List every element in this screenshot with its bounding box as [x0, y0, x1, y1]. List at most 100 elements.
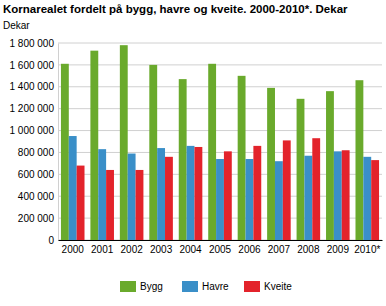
- x-tick-label: 2006: [238, 244, 261, 255]
- bar: [216, 159, 224, 240]
- y-tick: 800 000: [18, 147, 58, 158]
- legend-label: Havre: [202, 281, 229, 292]
- bar: [304, 156, 312, 240]
- bar: [275, 161, 283, 240]
- y-tick-label: 1 600 000: [10, 60, 55, 71]
- y-tick-label: 400 000: [18, 191, 55, 202]
- y-tick: 200 000: [18, 213, 58, 224]
- bar: [238, 76, 246, 240]
- x-tick: 2004: [179, 240, 202, 255]
- bar: [187, 146, 195, 240]
- x-tick-label: 2005: [209, 244, 232, 255]
- bar: [128, 154, 136, 240]
- bar: [326, 91, 334, 240]
- bar: [283, 140, 291, 240]
- legend-swatch: [244, 281, 260, 292]
- series: [61, 45, 363, 240]
- bar: [246, 159, 254, 240]
- y-tick: 1 800 000: [10, 38, 59, 49]
- bar: [371, 160, 379, 240]
- x-tick: 2005: [209, 240, 232, 255]
- bar: [98, 149, 106, 240]
- x-tick-label: 2001: [91, 244, 114, 255]
- plot: 0 200 000 400 000 600 000 800 000 1 000 000 1 …: [10, 38, 383, 255]
- bar: [69, 136, 77, 240]
- grid-line: [58, 64, 382, 65]
- bar: [157, 148, 165, 240]
- y-tick: 1 200 000: [10, 103, 59, 114]
- legend: Bygg Havre Kveite: [120, 281, 292, 292]
- x-axis-line: [59, 240, 383, 241]
- bar: [149, 65, 157, 240]
- x-tick-label: 2007: [268, 244, 291, 255]
- y-tick-label: 1 000 000: [10, 125, 55, 136]
- bar: [136, 170, 144, 240]
- bar: [106, 170, 114, 240]
- y-axis: 0 200 000 400 000 600 000 800 000 1 000 000 1 …: [10, 38, 59, 246]
- x-axis: 2000 2001 2002 2003 2004 2005 2006 2007 2008 2009…: [59, 240, 383, 255]
- bar: [253, 146, 261, 240]
- y-tick-label: 1 800 000: [10, 38, 55, 49]
- title: Kornarealet fordelt på bygg, havre og kv…: [3, 3, 348, 15]
- bar: [61, 64, 69, 240]
- bar: [312, 138, 320, 240]
- legend-item: Kveite: [244, 281, 292, 292]
- y-tick-label: 1 400 000: [10, 81, 55, 92]
- y-tick: 1 000 000: [10, 125, 59, 136]
- chart: Kornarealet fordelt på bygg, havre og kv…: [0, 0, 386, 306]
- grid-line: [58, 43, 382, 44]
- x-tick: 2000: [62, 240, 85, 255]
- x-tick-label: 2010*: [354, 244, 380, 255]
- x-tick-label: 2009: [327, 244, 350, 255]
- y-tick: 1 600 000: [10, 60, 59, 71]
- x-tick-label: 2008: [297, 244, 320, 255]
- bar: [120, 45, 128, 240]
- bar: [297, 99, 305, 240]
- y-axis-title: Dekar: [3, 20, 30, 31]
- x-tick: 2006: [238, 240, 261, 255]
- x-tick-label: 2000: [62, 244, 85, 255]
- y-tick: 1 400 000: [10, 81, 59, 92]
- y-tick-label: 0: [48, 235, 54, 246]
- bar: [90, 51, 98, 240]
- bars: [61, 45, 379, 240]
- x-tick: 2003: [150, 240, 173, 255]
- bar: [194, 147, 202, 240]
- bar: [179, 79, 187, 240]
- bar: [267, 88, 275, 240]
- grid: [58, 43, 382, 240]
- x-tick-label: 2003: [150, 244, 173, 255]
- bar: [208, 64, 216, 240]
- y-tick: 400 000: [18, 191, 58, 202]
- legend-item: Havre: [182, 281, 229, 292]
- legend-swatch: [182, 281, 198, 292]
- y-tick: 600 000: [18, 169, 58, 180]
- legend-swatch: [120, 281, 136, 292]
- y-tick-label: 600 000: [18, 169, 55, 180]
- bar: [77, 166, 85, 240]
- grid-line: [58, 86, 382, 87]
- series: [69, 136, 371, 240]
- x-tick: 2009: [327, 240, 350, 255]
- bar: [355, 80, 363, 240]
- x-tick: 2008: [297, 240, 320, 255]
- x-tick: 2001: [91, 240, 114, 255]
- bar: [224, 151, 232, 240]
- x-tick-label: 2004: [179, 244, 202, 255]
- x-tick: 2010*: [354, 240, 380, 255]
- legend-label: Kveite: [264, 281, 292, 292]
- bar: [334, 151, 342, 240]
- y-axis-line: [58, 44, 59, 241]
- y-tick-label: 1 200 000: [10, 103, 55, 114]
- y-tick: 0: [48, 235, 58, 246]
- bar: [165, 157, 173, 240]
- x-tick: 2002: [121, 240, 144, 255]
- bar: [363, 157, 371, 240]
- series: [77, 138, 379, 240]
- x-tick-label: 2002: [121, 244, 144, 255]
- bar: [342, 150, 350, 240]
- legend-label: Bygg: [140, 281, 163, 292]
- y-tick-label: 800 000: [18, 147, 55, 158]
- legend-item: Bygg: [120, 281, 163, 292]
- x-tick: 2007: [268, 240, 291, 255]
